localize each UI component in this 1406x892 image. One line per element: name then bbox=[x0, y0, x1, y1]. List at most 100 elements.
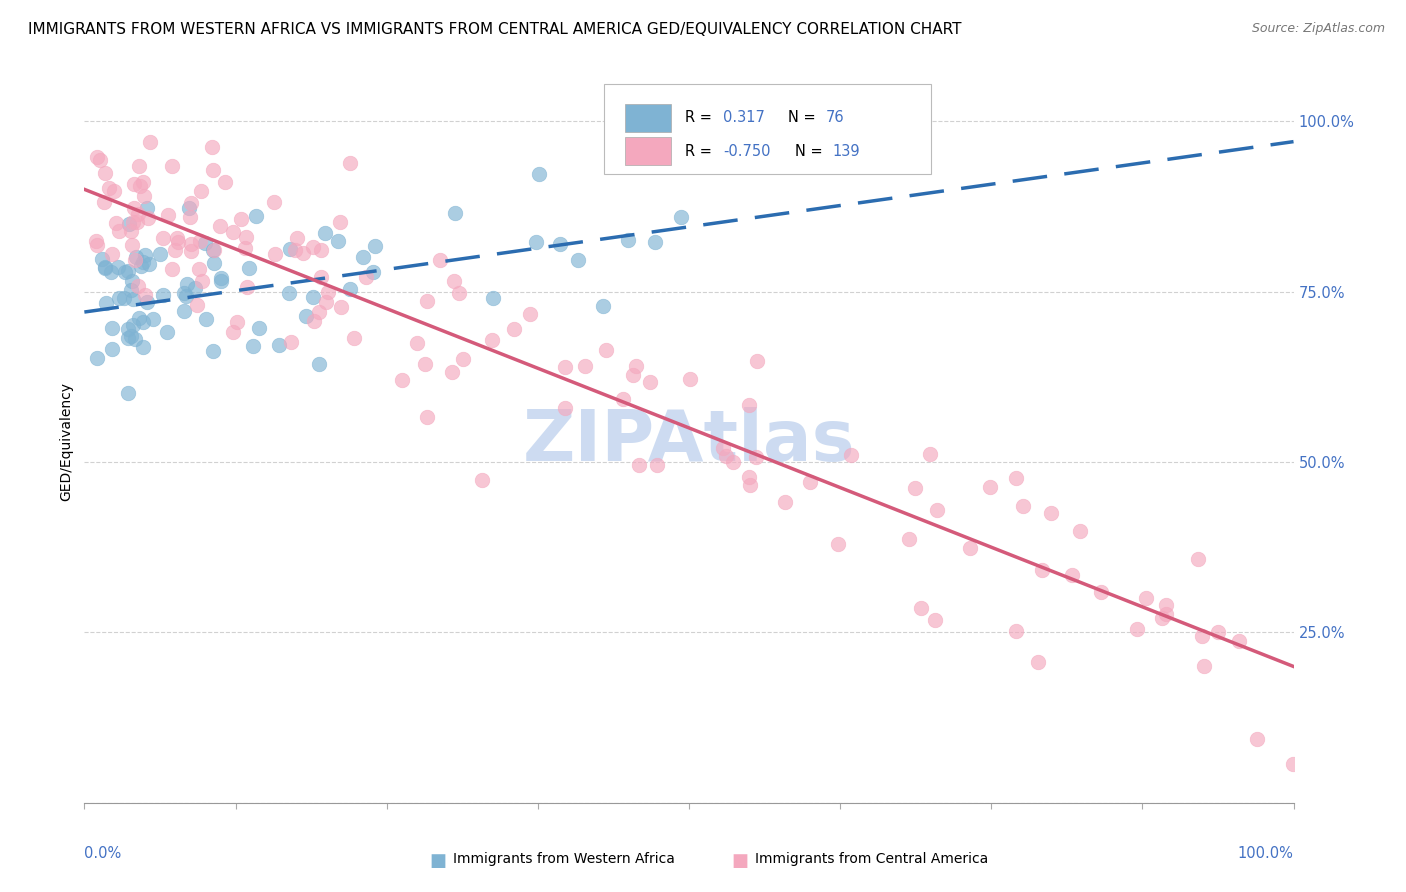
Point bbox=[138, 256, 160, 270]
Point bbox=[526, 235, 548, 250]
Point bbox=[527, 167, 550, 181]
Point bbox=[342, 331, 364, 345]
Text: Immigrants from Central America: Immigrants from Central America bbox=[755, 852, 988, 866]
Point bbox=[302, 240, 325, 254]
Point bbox=[1206, 624, 1229, 639]
Point bbox=[624, 359, 647, 373]
Point bbox=[924, 613, 946, 627]
Text: ■: ■ bbox=[429, 852, 446, 870]
Point bbox=[1191, 629, 1213, 643]
Point bbox=[339, 282, 361, 296]
Point bbox=[221, 225, 243, 239]
Point bbox=[839, 449, 862, 463]
Point bbox=[284, 243, 307, 257]
Point bbox=[176, 277, 198, 292]
Point bbox=[235, 229, 257, 244]
Point bbox=[263, 246, 285, 260]
Point bbox=[152, 231, 174, 245]
Point bbox=[1192, 658, 1215, 673]
Point bbox=[152, 288, 174, 302]
Point bbox=[1154, 607, 1177, 622]
Point bbox=[136, 294, 159, 309]
Point bbox=[118, 217, 141, 231]
Point bbox=[453, 351, 475, 366]
Point bbox=[280, 334, 302, 349]
Point bbox=[120, 283, 142, 297]
Point bbox=[121, 318, 143, 332]
Point bbox=[242, 338, 264, 352]
Point bbox=[329, 215, 352, 229]
Point bbox=[278, 242, 301, 256]
Point bbox=[186, 298, 208, 312]
Point bbox=[295, 309, 318, 323]
Point bbox=[122, 177, 145, 191]
Point bbox=[103, 184, 125, 198]
Point bbox=[612, 392, 634, 406]
Point bbox=[315, 295, 337, 310]
Point bbox=[184, 281, 207, 295]
Point bbox=[482, 291, 505, 305]
Point bbox=[898, 532, 921, 546]
Point bbox=[773, 494, 796, 508]
Bar bbox=[624, 104, 671, 132]
Text: N =: N = bbox=[789, 111, 820, 126]
Point bbox=[1154, 598, 1177, 612]
Point bbox=[361, 265, 384, 279]
Point bbox=[156, 325, 179, 339]
Point bbox=[723, 455, 745, 469]
Point bbox=[621, 368, 644, 382]
Text: Immigrants from Western Africa: Immigrants from Western Africa bbox=[453, 852, 675, 866]
Point bbox=[740, 478, 762, 492]
Text: 76: 76 bbox=[825, 111, 844, 126]
Point bbox=[308, 305, 330, 319]
Point bbox=[429, 252, 451, 267]
Point bbox=[925, 502, 948, 516]
FancyBboxPatch shape bbox=[605, 84, 931, 174]
Point bbox=[209, 271, 232, 285]
Point bbox=[548, 236, 571, 251]
Point bbox=[190, 184, 212, 198]
Point bbox=[291, 245, 314, 260]
Point bbox=[138, 135, 160, 149]
Point bbox=[415, 410, 437, 425]
Point bbox=[1069, 524, 1091, 538]
Point bbox=[918, 447, 941, 461]
Point bbox=[737, 398, 759, 412]
Point bbox=[117, 386, 139, 401]
Text: 0.0%: 0.0% bbox=[84, 847, 121, 861]
Point bbox=[180, 244, 202, 259]
Point bbox=[108, 224, 131, 238]
Point bbox=[157, 208, 180, 222]
Point bbox=[222, 325, 245, 339]
Point bbox=[1040, 506, 1063, 520]
Point bbox=[481, 333, 503, 347]
Point bbox=[93, 194, 115, 209]
Point bbox=[163, 243, 186, 257]
Point bbox=[714, 449, 737, 463]
Point bbox=[100, 321, 122, 335]
Point bbox=[238, 260, 260, 275]
Point bbox=[100, 246, 122, 260]
Text: ■: ■ bbox=[731, 852, 748, 870]
Point bbox=[904, 481, 927, 495]
Point bbox=[134, 287, 156, 301]
Point bbox=[190, 274, 212, 288]
Point bbox=[554, 360, 576, 375]
Point bbox=[101, 342, 124, 356]
Point bbox=[638, 375, 661, 389]
Point bbox=[114, 265, 136, 279]
Point bbox=[209, 219, 232, 233]
Point bbox=[160, 262, 183, 277]
Point bbox=[86, 351, 108, 365]
Point bbox=[107, 260, 129, 274]
Point bbox=[124, 252, 146, 267]
Point bbox=[471, 473, 494, 487]
Point bbox=[179, 210, 201, 224]
Point bbox=[1005, 470, 1028, 484]
Point bbox=[827, 536, 849, 550]
Point bbox=[645, 458, 668, 472]
Point bbox=[121, 237, 143, 252]
Point bbox=[86, 150, 108, 164]
Point bbox=[311, 244, 333, 258]
Point bbox=[263, 194, 285, 209]
